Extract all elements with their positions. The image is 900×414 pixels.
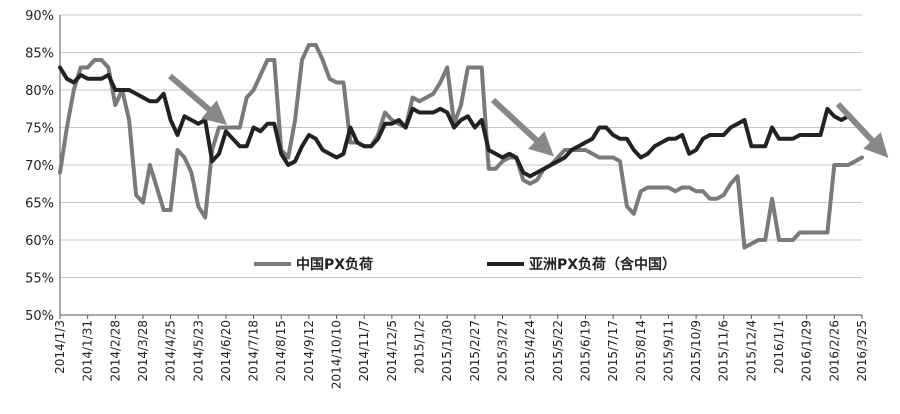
x-tick-label: 2015/7/17	[606, 320, 620, 382]
x-tick-label: 2015/5/22	[551, 320, 565, 382]
grid-layer	[60, 14, 862, 278]
series-layer	[58, 43, 864, 250]
x-tick-label: 2016/1/29	[800, 320, 814, 382]
x-tick-label: 2014/10/10	[330, 320, 344, 389]
series-line-china	[58, 43, 864, 250]
x-tick-label: 2014/3/28	[136, 320, 150, 382]
x-tick-label: 2014/9/12	[302, 320, 316, 382]
y-tick-label: 90%	[25, 9, 54, 24]
y-tick-label: 60%	[25, 234, 54, 249]
x-tick-label: 2014/6/20	[219, 320, 233, 382]
x-tick-label: 2015/3/27	[495, 320, 509, 382]
x-tick-label: 2014/11/7	[357, 320, 371, 382]
axis-layer: 50% 55% 60% 65% 70% 75% 80% 85% 90% 2014/1/3 2014/…	[25, 9, 869, 389]
x-tick-label: 2016/3/25	[855, 320, 869, 382]
y-tick-label: 55%	[25, 272, 54, 287]
annotation-layer	[168, 73, 889, 158]
x-tick-label: 2015/6/19	[578, 320, 592, 382]
downtrend-arrow-1	[168, 73, 228, 126]
x-tick-label: 2015/12/4	[744, 320, 758, 382]
x-tick-label: 2014/7/18	[247, 320, 261, 382]
series-line-asia	[58, 65, 851, 179]
x-tick-label: 2014/2/28	[108, 320, 122, 382]
x-tick-label: 2015/10/9	[689, 320, 703, 382]
downtrend-arrow-2	[490, 97, 554, 157]
x-tick-label: 2015/9/11	[661, 320, 675, 382]
x-tick-label: 2015/4/24	[523, 320, 537, 382]
y-tick-label: 70%	[25, 159, 54, 174]
y-tick-label: 80%	[25, 84, 54, 99]
x-tick-label: 2014/1/31	[81, 320, 95, 382]
x-tick-label: 2014/4/25	[164, 320, 178, 382]
legend-label-china: 中国PX负荷	[296, 256, 373, 273]
x-tick-label: 2015/1/2	[413, 320, 427, 374]
x-tick-label: 2014/12/5	[385, 320, 399, 382]
y-tick-label: 65%	[25, 197, 54, 212]
x-tick-label: 2016/1/1	[772, 320, 786, 374]
legend-label-asia: 亚洲PX负荷（含中国）	[529, 256, 676, 273]
x-tick-label: 2015/8/14	[634, 320, 648, 382]
y-tick-label: 75%	[25, 122, 54, 137]
downtrend-arrow-3	[835, 101, 889, 158]
x-tick-label: 2015/11/6	[717, 320, 731, 382]
legend: 中国PX负荷 亚洲PX负荷（含中国）	[254, 256, 676, 273]
x-tick-label: 2014/8/15	[274, 320, 288, 382]
x-tick-label: 2016/2/26	[827, 320, 841, 382]
y-tick-label: 85%	[25, 47, 54, 62]
x-tick-label: 2015/1/30	[440, 320, 454, 382]
x-tick-label: 2014/1/3	[53, 320, 67, 374]
x-tick-label: 2014/5/23	[191, 320, 205, 382]
x-tick-label: 2015/2/27	[468, 320, 482, 382]
y-tick-label: 50%	[25, 309, 54, 324]
